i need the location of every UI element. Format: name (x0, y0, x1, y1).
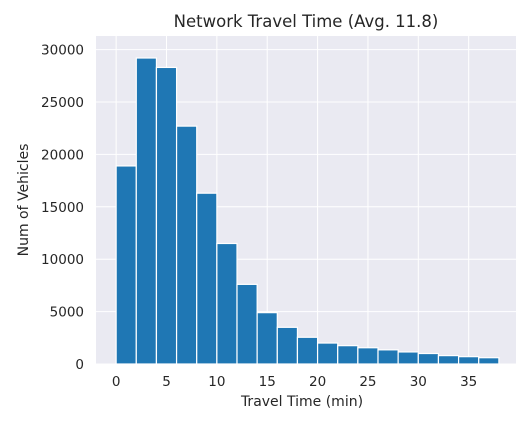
x-tick-label: 30 (410, 374, 427, 390)
y-axis-label: Num of Vehicles (16, 144, 32, 257)
y-tick-labels: 0 5000 10000 15000 20000 25000 30000 (41, 43, 84, 373)
x-tick-label: 35 (460, 374, 477, 390)
histogram-bar (397, 351, 419, 365)
histogram-bar (357, 347, 379, 365)
y-tick-label: 20000 (41, 147, 84, 163)
histogram-bar (115, 165, 137, 365)
x-tick-label: 5 (162, 374, 171, 390)
histogram-bar (155, 66, 178, 365)
histogram-bar (337, 345, 359, 365)
histogram-bar (256, 312, 278, 365)
chart-title: Network Travel Time (Avg. 11.8) (174, 12, 439, 31)
histogram-bar (417, 352, 440, 365)
x-tick-labels: 0 5 10 15 20 25 30 35 (112, 374, 477, 390)
histogram-bar (276, 326, 299, 365)
histogram-bar (316, 342, 339, 365)
bars (115, 57, 500, 365)
x-tick-label: 10 (208, 374, 225, 390)
histogram-bar (135, 57, 158, 365)
x-tick-label: 0 (112, 374, 121, 390)
x-tick-label: 25 (359, 374, 376, 390)
histogram-bar (377, 349, 399, 365)
histogram-bar (216, 242, 238, 365)
x-tick-label: 15 (259, 374, 276, 390)
histogram-bar (457, 356, 480, 365)
histogram-bar (437, 355, 460, 365)
histogram-bar (478, 357, 500, 365)
y-tick-label: 0 (75, 357, 84, 373)
y-tick-label: 10000 (41, 252, 84, 268)
histogram-bar (196, 192, 218, 365)
y-tick-label: 5000 (50, 305, 84, 321)
y-tick-label: 30000 (41, 43, 84, 59)
histogram-bar (236, 283, 258, 365)
y-tick-label: 15000 (41, 200, 84, 216)
x-tick-label: 20 (309, 374, 326, 390)
histogram-bar (175, 125, 198, 365)
x-axis-label: Travel Time (min) (240, 394, 363, 410)
y-tick-label: 25000 (41, 95, 84, 111)
histogram-bar (296, 336, 319, 365)
